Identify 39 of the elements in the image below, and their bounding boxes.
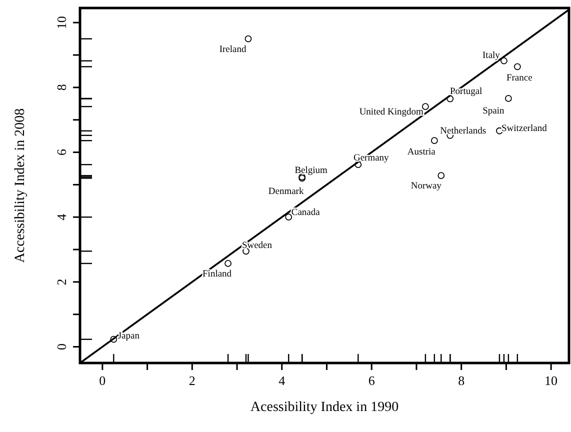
point: [438, 172, 445, 180]
y-tick-label: 4: [54, 213, 69, 220]
x-tick-label: 2: [188, 373, 196, 388]
annotation: United Kingdom: [359, 108, 424, 118]
x-axis-title: Acessibility Index in 1990: [250, 400, 399, 415]
y-tick-label: 0: [54, 344, 69, 350]
annotation: Ireland: [219, 44, 246, 55]
annotation: Japan: [118, 331, 140, 342]
x-tick-label: 10: [544, 373, 558, 388]
point: [504, 95, 512, 102]
annotation: Denmark: [268, 187, 304, 198]
point: [285, 214, 292, 221]
annotation: Finland: [202, 269, 232, 280]
annotation: Sweden: [242, 241, 272, 252]
point: [224, 260, 232, 267]
point: [110, 336, 118, 343]
x-tick-label: 8: [458, 373, 465, 388]
annotation: France: [506, 74, 532, 84]
x-tick-label: 0: [99, 373, 106, 388]
annotation: Austria: [407, 148, 436, 158]
point: [430, 137, 438, 144]
annotation: Canada: [291, 208, 321, 218]
annotation: Norway: [410, 182, 442, 192]
annotation: Switzerland: [501, 124, 548, 134]
y-tick-label: 6: [54, 148, 69, 156]
x-tick-label: 4: [278, 373, 286, 388]
point: [446, 95, 454, 102]
annotation: Italy: [482, 50, 500, 61]
x-tick-label: 6: [368, 373, 376, 388]
y-axis-title: Accessibility Index in 2008: [13, 108, 28, 263]
point: [514, 63, 521, 70]
y-tick-label: 10: [54, 16, 69, 30]
point: [244, 35, 252, 42]
point: [500, 57, 508, 64]
annotation: Netherlands: [440, 126, 486, 136]
y-tick-label: 2: [54, 278, 69, 286]
annotation: Belgium: [294, 166, 328, 176]
y-tick-label: 8: [54, 84, 69, 91]
annotation: Spain: [482, 106, 505, 116]
